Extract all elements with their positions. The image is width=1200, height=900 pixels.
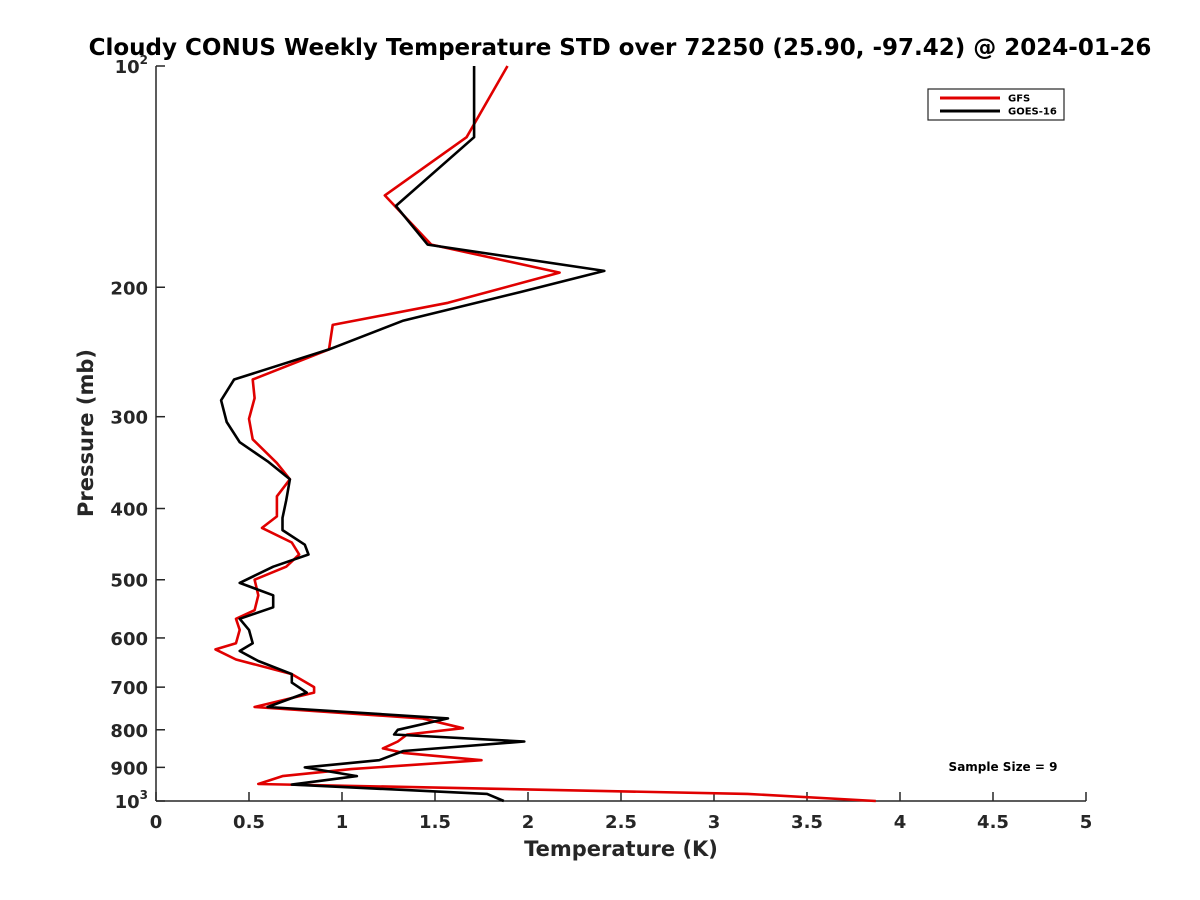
y-tick-label: 800 bbox=[110, 721, 148, 742]
y-tick-label: 200 bbox=[110, 278, 148, 299]
series-line-gfs bbox=[214, 65, 876, 803]
y-tick-label: 103 bbox=[115, 788, 148, 813]
x-tick-label: 2 bbox=[522, 812, 535, 833]
x-tick-label: 3.5 bbox=[791, 812, 823, 833]
x-tick-label: 0.5 bbox=[233, 812, 265, 833]
y-tick-label: 900 bbox=[110, 758, 148, 779]
x-tick-label: 3 bbox=[708, 812, 721, 833]
y-tick-base: 700 bbox=[110, 678, 148, 699]
y-tick-base: 10 bbox=[115, 792, 140, 813]
x-tick-label: 5 bbox=[1080, 812, 1093, 833]
chart-title: Cloudy CONUS Weekly Temperature STD over… bbox=[89, 35, 1152, 61]
plot-axes bbox=[155, 66, 1086, 802]
legend-box bbox=[927, 88, 1065, 121]
legend: GFS GOES-16 bbox=[927, 88, 1065, 121]
y-tick-base: 600 bbox=[110, 629, 148, 650]
y-tick-label: 400 bbox=[110, 500, 148, 521]
y-tick-base: 10 bbox=[115, 57, 140, 78]
y-tick-label: 102 bbox=[115, 53, 148, 78]
y-tick-label: 700 bbox=[110, 678, 148, 699]
y-tick-label: 500 bbox=[110, 571, 148, 592]
series-line-goes16 bbox=[219, 66, 606, 803]
x-axis-label: Temperature (K) bbox=[524, 837, 718, 861]
x-tick-label: 4 bbox=[894, 812, 907, 833]
x-tick-label: 2.5 bbox=[605, 812, 637, 833]
y-tick-base: 300 bbox=[110, 408, 148, 429]
series-lines bbox=[214, 65, 876, 803]
x-tick-label: 1.5 bbox=[419, 812, 451, 833]
x-tick-label: 4.5 bbox=[977, 812, 1009, 833]
y-tick-exponent: 2 bbox=[140, 53, 148, 67]
y-axis-label: Pressure (mb) bbox=[74, 349, 98, 517]
y-tick-base: 900 bbox=[110, 758, 148, 779]
sample-size-annotation: Sample Size = 9 bbox=[949, 760, 1058, 774]
y-tick-label: 300 bbox=[110, 408, 148, 429]
y-tick-base: 200 bbox=[110, 278, 148, 299]
x-tick-label: 1 bbox=[336, 812, 349, 833]
x-axis-ticks: 0 0.5 1 1.5 2 2.5 3 3.5 4 4.5 5 bbox=[150, 792, 1093, 833]
legend-label-goes16: GOES-16 bbox=[1008, 107, 1057, 118]
y-tick-exponent: 3 bbox=[140, 788, 148, 802]
legend-label-gfs: GFS bbox=[1008, 94, 1030, 105]
y-tick-base: 500 bbox=[110, 571, 148, 592]
x-tick-label: 0 bbox=[150, 812, 163, 833]
y-tick-base: 800 bbox=[110, 721, 148, 742]
y-tick-base: 400 bbox=[110, 500, 148, 521]
y-tick-label: 600 bbox=[110, 629, 148, 650]
